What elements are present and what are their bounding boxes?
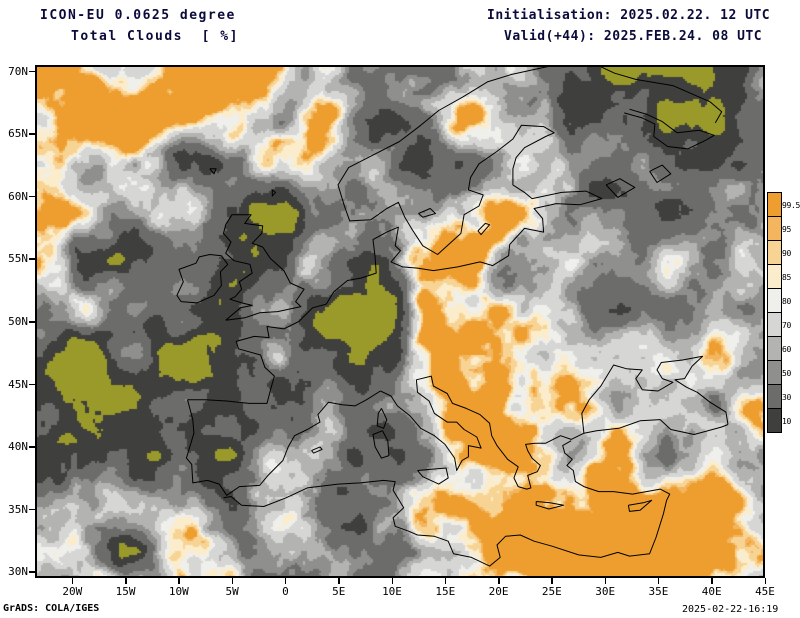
colorbar-cell bbox=[767, 264, 782, 289]
coastline-path bbox=[311, 446, 323, 454]
lon-label: 10W bbox=[168, 585, 189, 598]
colorbar-label: 95 bbox=[782, 225, 792, 234]
lat-tick bbox=[29, 321, 35, 323]
colorbar-label: 90 bbox=[782, 249, 792, 258]
lon-label: 20W bbox=[62, 585, 83, 598]
lon-tick bbox=[391, 578, 393, 584]
coastline-path bbox=[223, 214, 305, 321]
lon-tick bbox=[284, 578, 287, 584]
lon-tick bbox=[711, 578, 713, 584]
colorbar-label: 80 bbox=[782, 297, 792, 306]
lat-tick bbox=[29, 383, 35, 386]
lon-tick bbox=[551, 578, 553, 584]
lon-label: 45E bbox=[755, 585, 775, 598]
map-frame bbox=[35, 65, 765, 578]
coastline-path bbox=[380, 375, 729, 490]
model-title: ICON-EU 0.0625 degree bbox=[40, 8, 236, 23]
coastline-path bbox=[624, 108, 715, 150]
lat-label: 65N bbox=[8, 127, 28, 141]
lat-label: 30N bbox=[8, 565, 28, 579]
lat-tick bbox=[29, 195, 35, 198]
lon-label: 5E bbox=[332, 585, 346, 598]
cloud-cover-map bbox=[37, 67, 763, 576]
coastline-path bbox=[417, 467, 449, 485]
lon-label: 15E bbox=[435, 585, 456, 598]
variable-title: Total Clouds [ %] bbox=[71, 29, 239, 44]
coastline-path bbox=[477, 222, 491, 236]
valid-time: Valid(+44): 2025.FEB.24. 08 UTC bbox=[504, 29, 763, 44]
coastline-path bbox=[176, 254, 229, 304]
colorbar-cell bbox=[767, 384, 782, 409]
coastline-path bbox=[581, 355, 729, 434]
coastline-path bbox=[223, 440, 671, 567]
colorbar-label: 60 bbox=[782, 345, 792, 354]
lat-label: 40N bbox=[8, 440, 28, 454]
lon-tick bbox=[657, 578, 660, 584]
lon-tick bbox=[764, 578, 766, 584]
lat-label: 35N bbox=[8, 502, 28, 516]
coastline-path bbox=[605, 178, 636, 198]
init-time: Initialisation: 2025.02.22. 12 UTC bbox=[487, 8, 771, 23]
coastline-path bbox=[187, 67, 603, 404]
colorbar-label: 10 bbox=[782, 417, 792, 426]
colorbar-cell bbox=[767, 192, 782, 217]
lon-tick bbox=[604, 578, 607, 584]
lon-label: 10E bbox=[382, 585, 402, 598]
lat-tick bbox=[29, 508, 35, 511]
lon-tick bbox=[125, 578, 127, 584]
lon-label: 30E bbox=[595, 585, 616, 598]
colorbar-label: 30 bbox=[782, 393, 792, 402]
colorbar-label: 70 bbox=[782, 321, 792, 330]
lon-tick bbox=[338, 578, 340, 584]
lon-label: 0 bbox=[282, 585, 289, 598]
coastline-path bbox=[535, 501, 565, 510]
colorbar-cell bbox=[767, 360, 782, 385]
colorbar-cell bbox=[767, 336, 782, 361]
lon-label: 25E bbox=[541, 585, 562, 598]
lat-label: 60N bbox=[8, 189, 28, 203]
coastline-path bbox=[418, 208, 436, 218]
colorbar-label: 50 bbox=[782, 369, 792, 378]
creation-timestamp: 2025-02-22-16:19 bbox=[682, 604, 779, 615]
colorbar-label: 85 bbox=[782, 273, 792, 282]
lat-tick bbox=[29, 446, 35, 448]
lon-label: 35E bbox=[648, 585, 669, 598]
colorbar-cell bbox=[767, 312, 782, 337]
lat-tick bbox=[29, 571, 35, 573]
lon-tick bbox=[178, 578, 180, 584]
lat-tick bbox=[29, 258, 35, 260]
colorbar-cell bbox=[767, 288, 782, 313]
grads-credit: GrADS: COLA/IGES bbox=[3, 603, 100, 614]
cloud-percent-colorbar bbox=[767, 192, 782, 433]
lat-tick bbox=[29, 133, 35, 135]
coastline-path bbox=[376, 408, 388, 429]
lat-label: 55N bbox=[8, 252, 28, 266]
coastline-path bbox=[627, 499, 653, 512]
lat-tick bbox=[29, 70, 35, 73]
coastline-path bbox=[271, 189, 276, 197]
lat-label: 45N bbox=[8, 377, 28, 391]
lat-label: 70N bbox=[8, 64, 28, 78]
lon-label: 5W bbox=[225, 585, 239, 598]
coastline-path bbox=[372, 430, 390, 459]
lon-label: 15W bbox=[115, 585, 136, 598]
colorbar-label: 99.5 bbox=[782, 201, 800, 210]
colorbar-cell bbox=[767, 240, 782, 265]
lon-label: 40E bbox=[701, 585, 722, 598]
colorbar-cell bbox=[767, 408, 782, 433]
coastline-path bbox=[649, 164, 672, 183]
lon-tick bbox=[444, 578, 447, 584]
lon-tick bbox=[498, 578, 500, 584]
lon-tick bbox=[231, 578, 234, 584]
coastline-path bbox=[600, 67, 723, 124]
colorbar-cell bbox=[767, 216, 782, 241]
lon-tick bbox=[71, 578, 74, 584]
coastline-path bbox=[185, 390, 381, 496]
lat-label: 50N bbox=[8, 315, 28, 328]
lon-label: 20E bbox=[488, 585, 509, 598]
coastline-path bbox=[209, 168, 217, 175]
coastlines-overlay bbox=[176, 67, 729, 567]
